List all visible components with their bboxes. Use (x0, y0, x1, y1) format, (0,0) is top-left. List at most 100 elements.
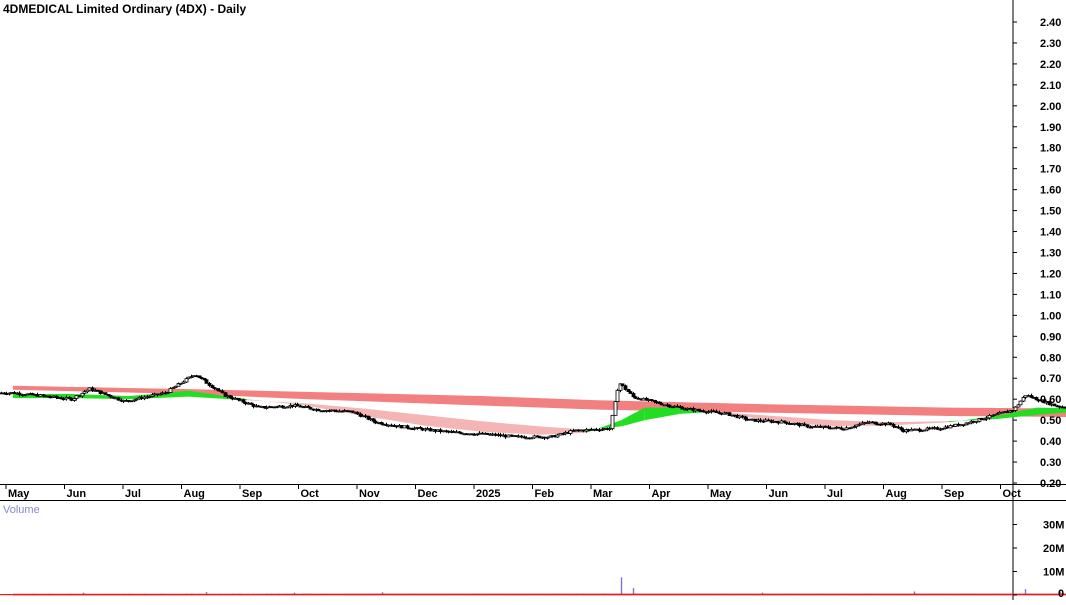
candle-body (166, 393, 169, 394)
candle-body (213, 388, 216, 389)
candle-body (117, 398, 120, 400)
candle-body (694, 409, 697, 411)
candle-body (478, 433, 481, 434)
candle-body (161, 393, 164, 394)
candle-body (260, 406, 263, 407)
price-tick-label: 2.00 (1040, 101, 1061, 113)
short-ema-segment (621, 408, 644, 427)
candle-body (819, 426, 822, 427)
candle-body (88, 388, 91, 390)
price-tick-label: 0.50 (1040, 415, 1061, 427)
candle-body (75, 396, 78, 399)
candle-body (533, 436, 536, 438)
time-tick-label: Jun (67, 488, 87, 500)
candle-body (616, 390, 619, 401)
candle-body (936, 428, 939, 430)
candle-body (416, 427, 419, 428)
candle-body (707, 412, 710, 413)
candle-body (855, 425, 858, 427)
candle-body (632, 394, 635, 397)
candle-body (486, 433, 489, 434)
candle-body (655, 402, 658, 403)
candle-body (993, 414, 996, 415)
candle-body (247, 403, 250, 404)
candle-body (185, 379, 188, 382)
candle-body (985, 418, 988, 419)
candle-body (273, 407, 276, 408)
candle-body (660, 404, 663, 405)
candle-body (62, 399, 65, 400)
candle-body (179, 383, 182, 384)
long-ema-segment (481, 396, 598, 410)
candle-body (543, 437, 546, 438)
long-ema-ribbon (13, 372, 1066, 453)
candle-body (195, 376, 198, 377)
candle-body (754, 419, 757, 421)
time-tick-label: May (710, 488, 732, 500)
short-ema-segment (891, 421, 950, 425)
price-tick-label: 0.20 (1040, 478, 1061, 490)
candle-body (304, 406, 307, 407)
candle-body (1001, 412, 1004, 413)
time-tick-label: Feb (535, 488, 555, 500)
time-tick-label: Jun (769, 488, 789, 500)
price-tick-label: 1.00 (1040, 310, 1061, 322)
candle-body (374, 421, 377, 423)
candle-body (465, 434, 468, 435)
candle-body (980, 418, 983, 419)
candle-body (494, 434, 497, 435)
time-tick-label: Sep (944, 488, 964, 500)
candle-body (442, 431, 445, 432)
price-tick-label: 0.60 (1040, 394, 1061, 406)
volume-tick-label: 30M (1043, 520, 1064, 532)
candle-body (863, 423, 866, 424)
candle-body (252, 404, 255, 406)
candle-body (512, 436, 515, 437)
candle-body (559, 433, 562, 435)
candle-body (681, 407, 684, 409)
candle-body (499, 435, 502, 436)
candle-body (967, 423, 970, 424)
candle-body (278, 406, 281, 407)
candle-body (330, 410, 333, 411)
candle-body (1032, 397, 1035, 398)
long-ema-segment (774, 404, 950, 416)
candle-body (689, 408, 692, 409)
candle-body (452, 431, 455, 432)
candle-body (426, 429, 429, 430)
candle-body (317, 409, 320, 410)
candle-body (728, 413, 731, 416)
candle-body (954, 424, 957, 426)
candle-body (187, 377, 190, 378)
candle-body (205, 380, 208, 384)
candle-body (221, 391, 224, 393)
candle-body (720, 413, 723, 414)
candle-body (338, 411, 341, 412)
price-tick-label: 1.40 (1040, 227, 1061, 239)
candle-body (460, 433, 463, 434)
candle-body (798, 423, 801, 425)
candle-body (439, 430, 442, 432)
price-tick-label: 2.40 (1040, 17, 1061, 29)
candle-body (309, 408, 312, 410)
candle-body (130, 401, 133, 402)
candle-body (364, 416, 367, 417)
candle-body (369, 419, 372, 420)
candle-body (114, 398, 117, 399)
time-tick-label: Mar (593, 488, 613, 500)
candle-body (538, 436, 541, 438)
candle-body (231, 398, 234, 399)
candle-body (169, 389, 172, 393)
candle-body (577, 430, 580, 431)
candle-body (400, 425, 403, 427)
candle-body (530, 438, 533, 439)
candle-body (590, 429, 593, 430)
candle-body (447, 431, 450, 432)
candle-body (650, 400, 653, 401)
price-tick-label: 1.70 (1040, 164, 1061, 176)
candle-body (135, 399, 138, 400)
candle-body (96, 390, 99, 391)
candle-body (455, 432, 458, 433)
candle-body (663, 405, 666, 406)
